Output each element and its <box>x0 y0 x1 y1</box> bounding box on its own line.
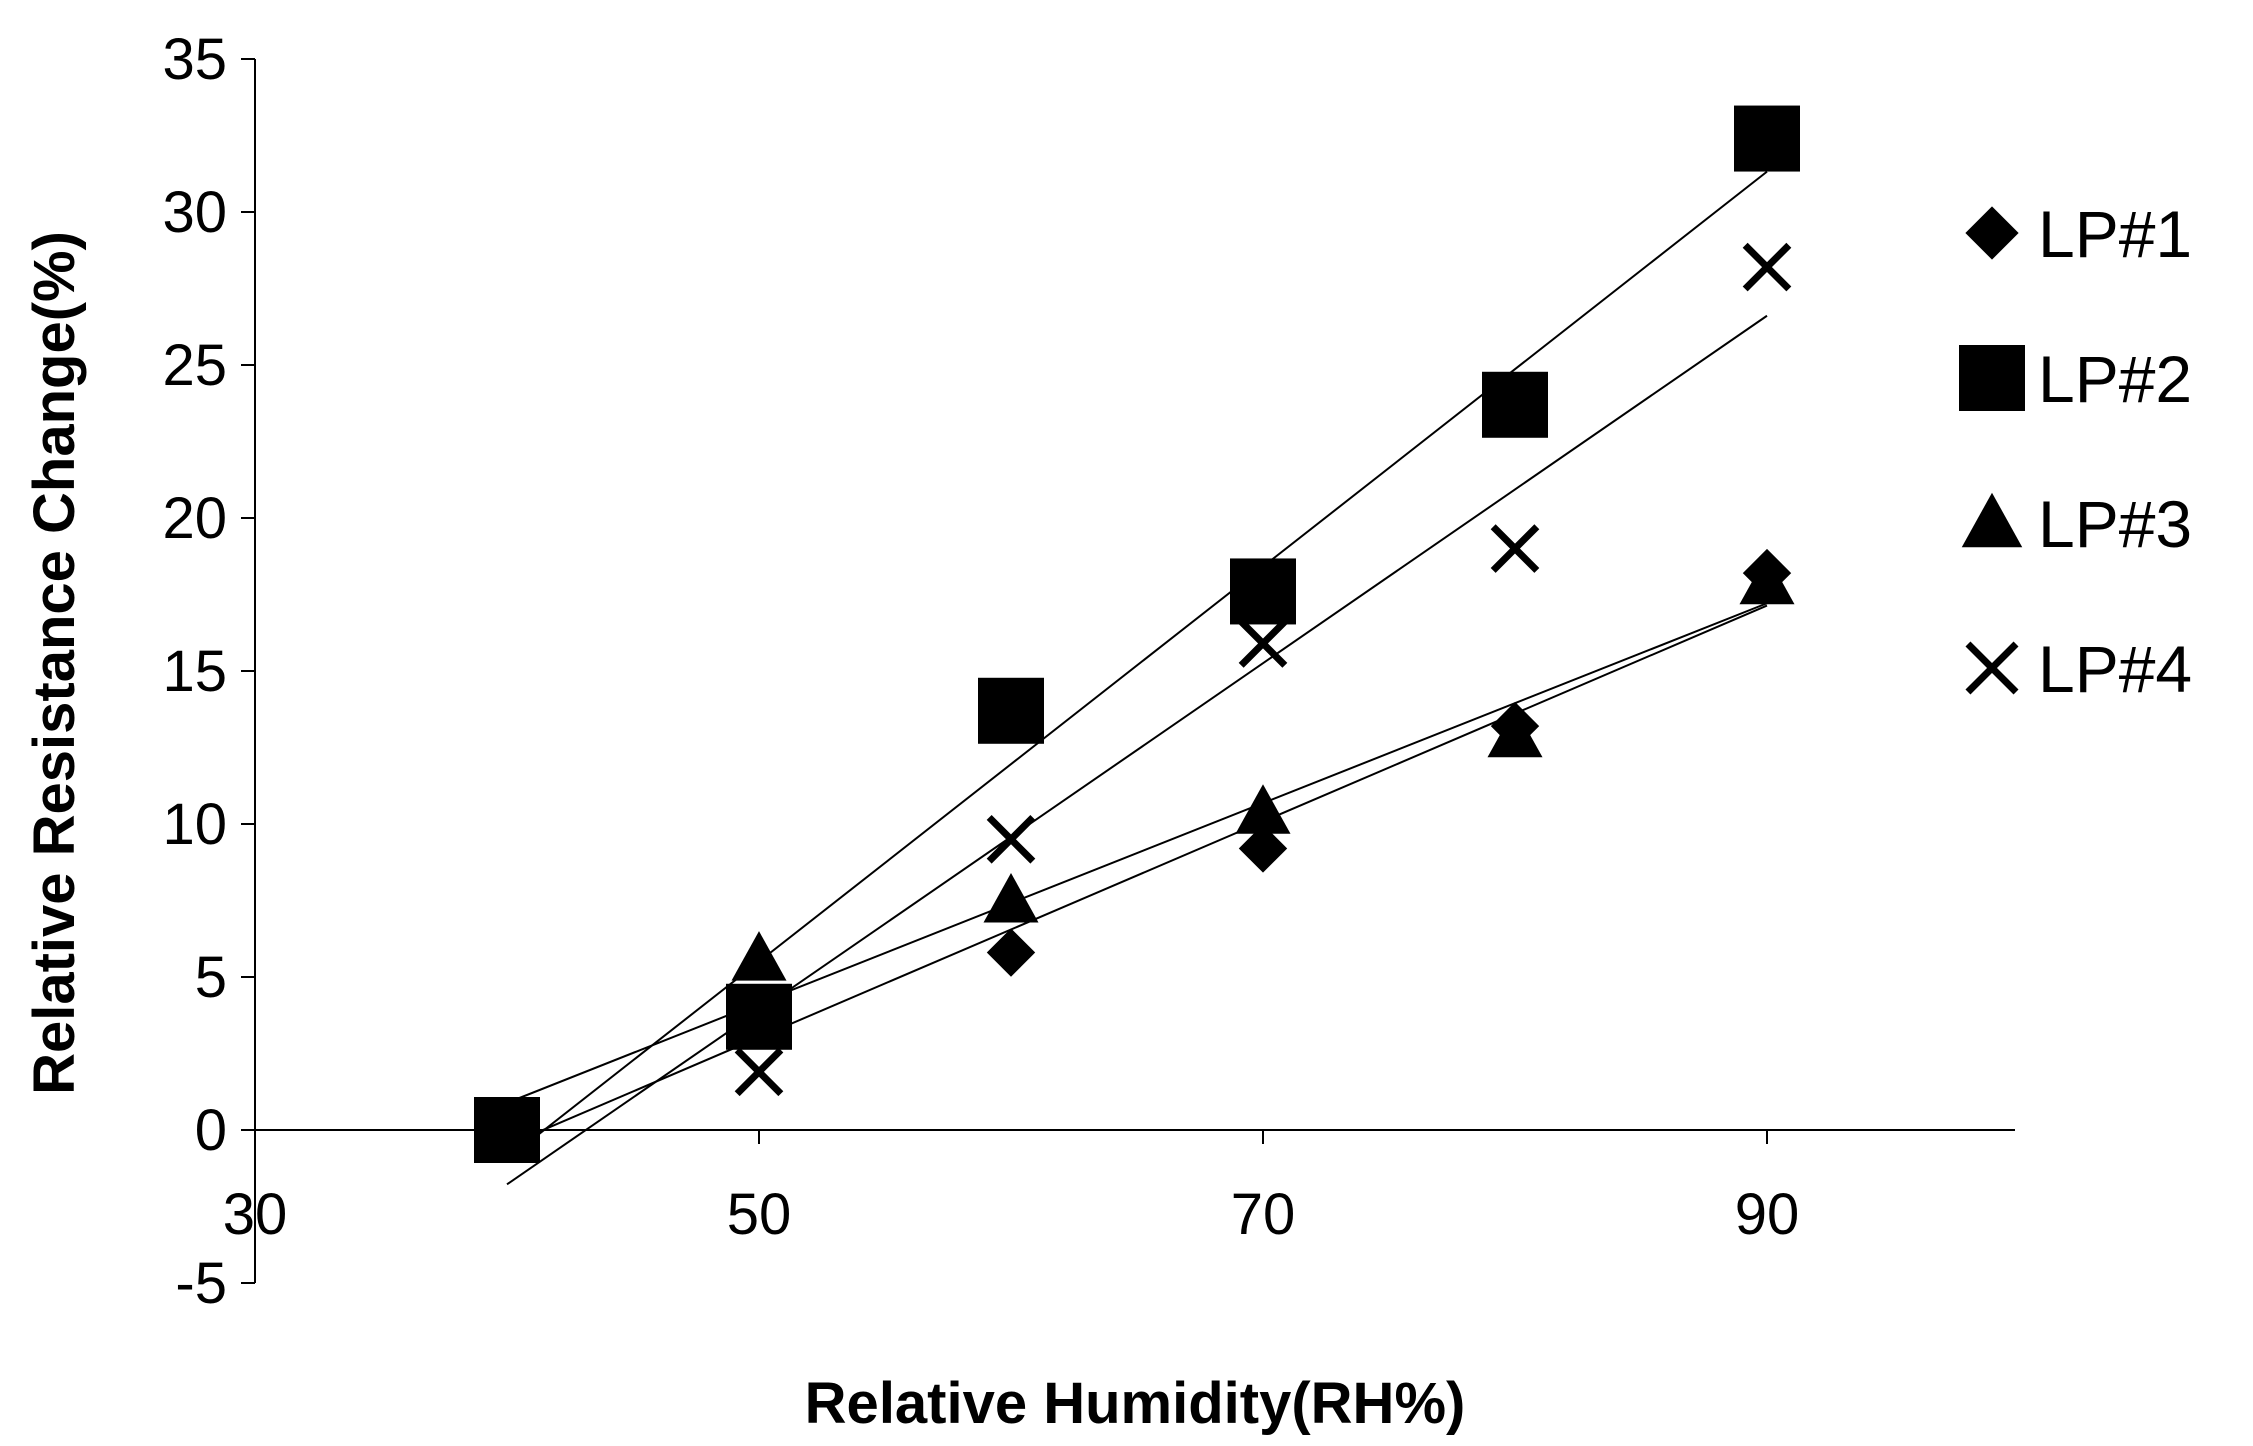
legend: LP#1 LP#2 LP#3 LP#4 <box>1959 197 2192 706</box>
data-point-lp2 <box>1482 371 1548 438</box>
trendline-lp3 <box>506 602 1768 1104</box>
data-point-lp4 <box>734 1047 784 1097</box>
data-point-lp1 <box>986 928 1036 977</box>
data-point-lp2 <box>1230 558 1296 625</box>
x-tick-label: 90 <box>1735 1182 1800 1247</box>
data-point-lp3 <box>983 873 1039 923</box>
data-point-lp2 <box>978 677 1044 744</box>
data-point-lp3 <box>1235 784 1291 834</box>
legend-label: LP#2 <box>2038 342 2192 416</box>
x-tick-label: 70 <box>1231 1182 1296 1247</box>
legend-marker-lp1 <box>1965 206 2019 260</box>
y-tick-label: 0 <box>195 1098 227 1163</box>
y-tick-label: 20 <box>162 486 227 551</box>
x-tick-label: 50 <box>727 1182 792 1247</box>
y-tick-label: 10 <box>162 792 227 857</box>
legend-label: LP#1 <box>2038 197 2192 271</box>
y-tick-label: 15 <box>162 639 227 704</box>
y-tick-label: -5 <box>175 1251 227 1316</box>
data-point-lp3 <box>1487 707 1543 758</box>
trendline-lp1 <box>506 604 1768 1147</box>
x-ticks: 30 50 70 90 <box>223 1130 1800 1247</box>
data-point-lp4 <box>986 814 1036 864</box>
y-tick-label: 30 <box>162 180 227 245</box>
legend-marker-lp3 <box>1961 492 2023 548</box>
y-axis-title: Relative Resistance Change(%) <box>22 231 87 1095</box>
data-point-lp3 <box>1739 554 1795 605</box>
legend-label: LP#3 <box>2038 487 2192 561</box>
y-tick-label: 25 <box>162 333 227 398</box>
x-axis-title: Relative Humidity(RH%) <box>805 1371 1466 1436</box>
data-point-lp4 <box>1238 619 1288 668</box>
data-point-lp4 <box>482 1105 532 1155</box>
y-ticks: -5 0 5 10 15 20 25 30 35 <box>162 27 255 1316</box>
legend-marker-lp2 <box>1959 345 2025 411</box>
trendline-lp4 <box>506 314 1768 1186</box>
data-point-lp3 <box>731 931 787 981</box>
trendlines <box>506 170 1768 1186</box>
x-tick-label: 30 <box>223 1182 288 1247</box>
data-point-lp2 <box>726 983 792 1050</box>
data-markers <box>474 105 1800 1163</box>
y-tick-label: 35 <box>162 27 227 92</box>
data-point-lp1 <box>1238 824 1288 873</box>
data-point-lp4 <box>1742 242 1792 292</box>
data-point-lp2 <box>1734 105 1800 172</box>
y-tick-label: 5 <box>195 945 227 1010</box>
trendline-lp2 <box>506 170 1768 1160</box>
legend-label: LP#4 <box>2038 632 2192 706</box>
data-point-lp4 <box>1490 524 1540 573</box>
legend-marker-lp4 <box>1965 641 2019 695</box>
